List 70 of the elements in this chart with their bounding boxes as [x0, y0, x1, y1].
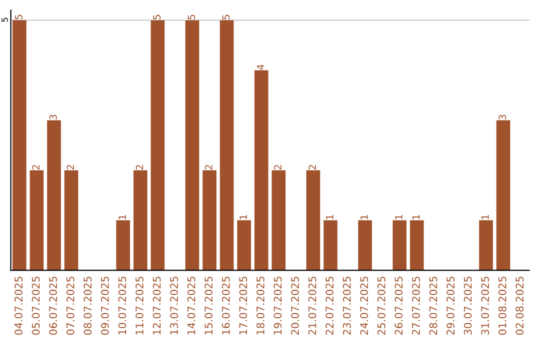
data-label: 4: [256, 64, 264, 70]
x-tick-label: 17.07.2025: [239, 276, 248, 334]
data-label: 2: [274, 165, 282, 170]
bar: [116, 220, 130, 270]
x-tick-label: 25.07.2025: [377, 276, 386, 335]
x-tick-label: 14.07.2025: [187, 276, 196, 334]
data-label: 3: [498, 114, 506, 120]
data-label: 5: [153, 14, 160, 20]
data-label: 2: [136, 165, 144, 170]
x-tick-label: 21.07.2025: [308, 276, 316, 335]
data-label: 2: [204, 165, 212, 170]
bar: [150, 20, 165, 270]
x-tick-label: 29.07.2025: [446, 276, 454, 335]
x-tick-label: 05.07.2025: [32, 276, 40, 335]
data-label: 1: [240, 214, 247, 220]
x-tick-label: 12.07.2025: [152, 276, 161, 334]
data-label: 3: [49, 114, 57, 120]
data-label: 1: [395, 214, 402, 220]
bar: [496, 120, 510, 270]
bar: [237, 220, 251, 270]
x-tick-label: 27.07.2025: [412, 276, 420, 335]
x-tick-label: 02.08.2025: [516, 276, 524, 335]
bar: [254, 70, 268, 270]
bar: [324, 220, 338, 270]
data-label: 1: [360, 214, 368, 220]
data-label: 5: [222, 14, 230, 20]
x-tick-label: 11.07.2025: [136, 276, 144, 334]
x-tick-label: 09.07.2025: [100, 276, 109, 335]
data-label: 2: [32, 165, 40, 170]
x-tick-label: 28.07.2025: [429, 276, 438, 335]
bar: [479, 220, 493, 270]
data-label: 5: [15, 14, 22, 20]
x-tick-label: 30.07.2025: [464, 276, 472, 335]
x-tick-label: 26.07.2025: [394, 276, 403, 335]
bar: [358, 220, 372, 270]
bar: [133, 170, 148, 270]
x-tick-label: 13.07.2025: [170, 276, 178, 334]
x-tick-label: 08.07.2025: [84, 276, 92, 335]
bar: [202, 170, 216, 270]
bar: [30, 170, 44, 270]
data-label: 5: [188, 14, 196, 20]
x-tick-label: 20.07.2025: [291, 276, 299, 335]
data-label: 2: [308, 165, 316, 170]
x-tick-label: 04.07.2025: [14, 276, 22, 335]
x-tick-label: 06.07.2025: [49, 276, 58, 335]
x-tick-label: 24.07.2025: [360, 276, 368, 335]
x-tick-label: 16.07.2025: [222, 276, 230, 334]
bar: [185, 20, 200, 270]
bar: [306, 170, 320, 270]
x-tick-label: 31.07.2025: [481, 276, 490, 335]
x-tick-label: 19.07.2025: [274, 276, 282, 334]
bar: [220, 20, 234, 270]
x-tick-label: 15.07.2025: [204, 276, 213, 334]
bar: [12, 20, 26, 270]
bar: [64, 170, 78, 270]
x-tick-label: 10.07.2025: [118, 276, 126, 334]
data-label: 1: [118, 214, 126, 220]
data-label: 2: [66, 165, 74, 170]
bar: [410, 220, 424, 270]
x-tick-label: 18.07.2025: [256, 276, 264, 334]
data-label: 1: [482, 214, 489, 220]
bar: [47, 120, 61, 270]
x-tick-label: 23.07.2025: [342, 276, 351, 335]
x-tick-label: 07.07.2025: [66, 276, 74, 335]
bar: [392, 220, 407, 270]
x-tick-label: 01.08.2025: [498, 276, 506, 335]
data-label: 1: [412, 214, 420, 220]
data-label: 1: [326, 214, 334, 220]
x-tick-label: 22.07.2025: [326, 276, 334, 335]
bar: [272, 170, 286, 270]
